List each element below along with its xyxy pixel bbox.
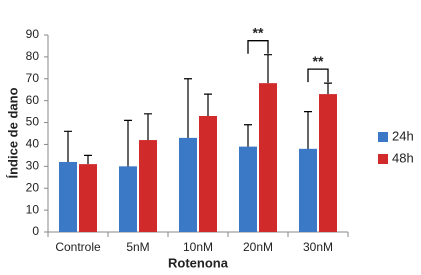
- error-bar: [124, 119, 132, 167]
- y-axis-label: Índice de dano: [5, 87, 20, 178]
- bar: [119, 166, 137, 232]
- bar: [239, 146, 257, 232]
- y-tick-label: 70: [26, 71, 40, 85]
- x-tick-label: 30nM: [303, 240, 333, 254]
- error-bar: [324, 82, 332, 95]
- annotation: **: [253, 24, 264, 40]
- x-axis-label: Rotenona: [168, 255, 229, 270]
- error-bar: [184, 78, 192, 138]
- annotation: **: [313, 53, 324, 69]
- significance-bracket: [307, 68, 329, 83]
- bar: [319, 94, 337, 232]
- y-tick-label: 60: [26, 93, 40, 107]
- bar: [79, 164, 97, 232]
- x-tick-label: 20nM: [243, 240, 273, 254]
- legend-label: 48h: [392, 150, 414, 165]
- bar: [199, 115, 217, 232]
- y-tick-label: 50: [26, 115, 40, 129]
- x-tick-label: 10nM: [183, 240, 213, 254]
- legend-swatch: [378, 132, 388, 142]
- legend-label: 24h: [392, 128, 414, 143]
- bar: [59, 161, 77, 232]
- bar: [139, 140, 157, 232]
- y-tick-label: 0: [32, 224, 39, 238]
- error-bar: [264, 54, 272, 84]
- legend-swatch: [378, 154, 388, 164]
- error-bar: [304, 111, 312, 149]
- x-tick-label: 5nM: [126, 240, 149, 254]
- y-tick-label: 80: [26, 49, 40, 63]
- bar: [259, 83, 277, 233]
- error-bar: [84, 154, 92, 165]
- y-tick-label: 40: [26, 137, 40, 151]
- error-bar: [144, 113, 152, 141]
- bar: [179, 137, 197, 232]
- error-bar: [64, 130, 72, 162]
- error-bar: [204, 93, 212, 116]
- bar: [299, 148, 317, 232]
- error-bar: [244, 124, 252, 147]
- y-tick-label: 20: [26, 180, 40, 194]
- y-tick-label: 10: [26, 202, 40, 216]
- x-tick-label: Controle: [55, 240, 101, 254]
- y-tick-label: 90: [26, 27, 40, 41]
- significance-bracket: [247, 40, 269, 54]
- y-tick-label: 30: [26, 159, 40, 173]
